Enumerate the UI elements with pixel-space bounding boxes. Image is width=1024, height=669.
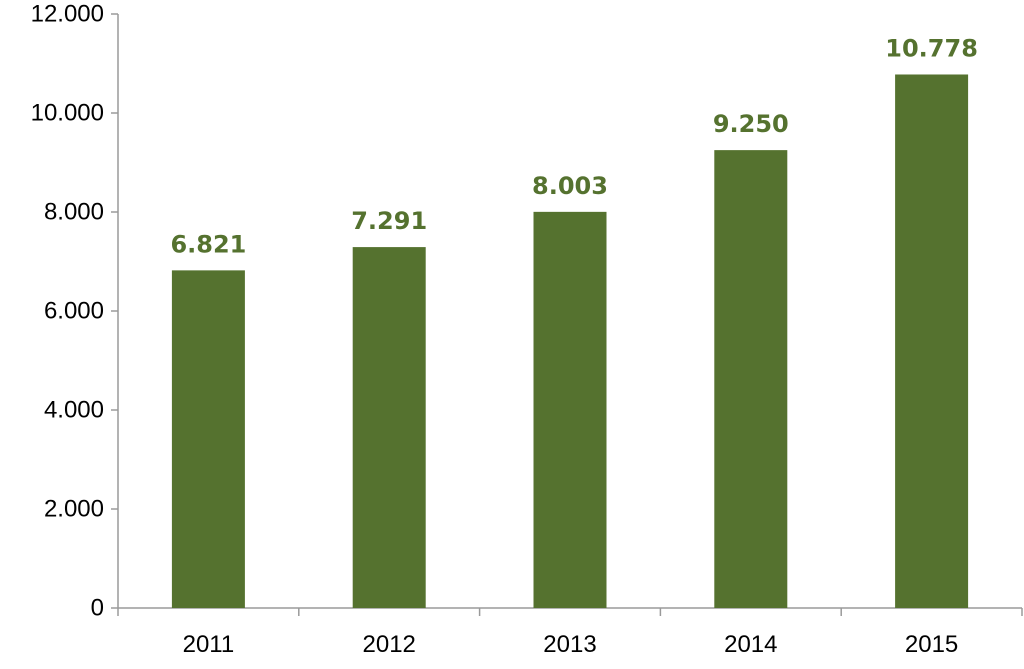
bar-value-label: 7.291 (351, 207, 427, 235)
y-tick-label: 0 (91, 595, 104, 622)
bar-value-label: 6.821 (170, 230, 246, 258)
bar (714, 150, 788, 608)
bar-value-label: 9.250 (713, 110, 789, 138)
x-tick-label: 2011 (183, 631, 235, 658)
bar (533, 211, 607, 608)
x-tick-label: 2013 (543, 631, 596, 658)
y-tick-label: 8.000 (44, 199, 104, 226)
y-tick-label: 2.000 (44, 496, 104, 523)
x-tick-group: 2011 2012 2013 2014 2015 (117, 608, 1023, 658)
x-tick-label: 2012 (363, 631, 416, 658)
bar (171, 270, 245, 608)
y-tick-label: 12.000 (31, 1, 104, 28)
y-tick-label: 6.000 (44, 298, 104, 325)
bar (352, 247, 426, 608)
y-tick-group: 0 2.000 4.000 6.000 8.000 10.000 12.000 (31, 1, 118, 622)
y-tick-label: 10.000 (31, 100, 104, 127)
data-label-group: 6.821 7.291 8.003 9.250 10.778 (170, 34, 977, 258)
bar-series (171, 74, 969, 608)
bar-value-label: 8.003 (532, 172, 608, 200)
y-tick-label: 4.000 (44, 397, 104, 424)
x-axis: 2011 2012 2013 2014 2015 (117, 607, 1023, 658)
x-tick-label: 2014 (724, 631, 777, 658)
bar (895, 74, 969, 608)
y-axis: 0 2.000 4.000 6.000 8.000 10.000 12.000 (31, 1, 119, 622)
bar-value-label: 10.778 (885, 34, 978, 62)
x-tick-label: 2015 (905, 631, 958, 658)
